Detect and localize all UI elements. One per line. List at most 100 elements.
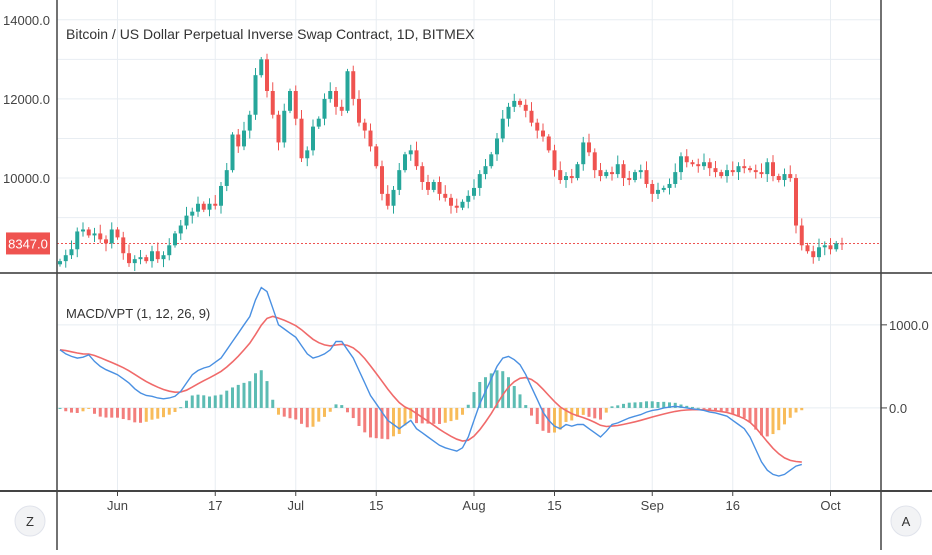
candle[interactable] — [132, 255, 137, 272]
candle[interactable] — [219, 182, 223, 214]
auto-scale-button[interactable]: A — [890, 505, 922, 537]
candle[interactable] — [495, 132, 499, 161]
candle[interactable] — [109, 222, 114, 249]
candle[interactable] — [385, 185, 390, 210]
candle[interactable] — [161, 251, 166, 268]
candle[interactable] — [667, 178, 672, 195]
candle[interactable] — [92, 227, 97, 242]
candle[interactable] — [529, 102, 534, 127]
candle[interactable] — [771, 155, 775, 182]
candle[interactable] — [184, 206, 189, 230]
candle[interactable] — [604, 169, 609, 179]
candle[interactable] — [357, 90, 361, 127]
candle[interactable] — [178, 219, 183, 240]
candle[interactable] — [523, 99, 528, 118]
candle[interactable] — [472, 179, 476, 200]
candle[interactable] — [86, 227, 91, 238]
candle[interactable] — [541, 123, 545, 142]
candle[interactable] — [696, 158, 701, 173]
candle[interactable] — [587, 133, 591, 157]
candle[interactable] — [449, 193, 453, 214]
candle[interactable] — [817, 238, 821, 261]
candle[interactable] — [822, 241, 827, 256]
candle[interactable] — [167, 238, 172, 261]
candle[interactable] — [207, 198, 212, 217]
candle[interactable] — [535, 118, 540, 139]
candle[interactable] — [454, 198, 459, 213]
candle[interactable] — [173, 231, 177, 248]
candle[interactable] — [828, 238, 833, 255]
candle[interactable] — [213, 195, 218, 210]
indicator-axis[interactable]: 1000.0 0.0 — [881, 318, 929, 416]
candle[interactable] — [397, 163, 402, 196]
candle[interactable] — [558, 161, 563, 184]
candle[interactable] — [403, 151, 407, 173]
candle[interactable] — [414, 141, 419, 170]
candle[interactable] — [713, 161, 718, 178]
candle[interactable] — [150, 245, 154, 268]
candle[interactable] — [500, 109, 505, 143]
candle[interactable] — [305, 146, 310, 167]
candle[interactable] — [374, 144, 379, 169]
candle[interactable] — [362, 118, 367, 139]
candle[interactable] — [322, 93, 327, 126]
candle[interactable] — [782, 168, 787, 187]
candle[interactable] — [127, 244, 131, 267]
candle[interactable] — [236, 128, 241, 153]
candle[interactable] — [569, 168, 574, 184]
candle[interactable] — [615, 155, 620, 178]
candle[interactable] — [736, 162, 741, 181]
candle[interactable] — [673, 163, 678, 188]
candle[interactable] — [650, 180, 655, 202]
candle[interactable] — [58, 258, 62, 267]
candle[interactable] — [115, 227, 120, 240]
candle[interactable] — [483, 159, 488, 180]
candle[interactable] — [98, 224, 103, 244]
candle[interactable] — [684, 149, 689, 168]
candle[interactable] — [311, 119, 315, 156]
candle[interactable] — [253, 68, 258, 120]
candle[interactable] — [380, 160, 384, 201]
candle[interactable] — [644, 161, 649, 188]
candle[interactable] — [242, 121, 246, 151]
candle[interactable] — [690, 159, 695, 167]
candle[interactable] — [420, 162, 425, 190]
candle[interactable] — [564, 172, 568, 188]
candle[interactable] — [460, 199, 465, 211]
candle[interactable] — [328, 82, 333, 103]
candle[interactable] — [190, 207, 195, 224]
candle[interactable] — [799, 218, 804, 251]
candle[interactable] — [276, 110, 281, 151]
candle[interactable] — [656, 182, 660, 200]
candle[interactable] — [247, 110, 252, 139]
candle[interactable] — [661, 185, 666, 193]
candle[interactable] — [299, 109, 304, 163]
candle[interactable] — [702, 153, 706, 170]
candle[interactable] — [811, 245, 816, 264]
candle[interactable] — [742, 159, 747, 174]
candle[interactable] — [506, 102, 511, 127]
candle[interactable] — [512, 93, 517, 112]
candle[interactable] — [753, 164, 758, 179]
candle[interactable] — [638, 164, 643, 179]
candle[interactable] — [627, 170, 632, 186]
candle[interactable] — [719, 169, 724, 179]
candle[interactable] — [725, 164, 729, 183]
candle[interactable] — [426, 174, 430, 196]
candle[interactable] — [730, 161, 735, 176]
candle[interactable] — [443, 185, 448, 202]
candle[interactable] — [477, 170, 482, 196]
candle[interactable] — [408, 144, 413, 161]
zoom-button[interactable]: Z — [14, 505, 46, 537]
candle[interactable] — [144, 254, 149, 264]
candle[interactable] — [224, 163, 229, 192]
candle[interactable] — [765, 158, 770, 182]
candle[interactable] — [368, 123, 373, 152]
candle[interactable] — [75, 227, 80, 258]
candle[interactable] — [840, 237, 844, 250]
candle[interactable] — [351, 65, 356, 106]
candle[interactable] — [598, 163, 603, 182]
candle[interactable] — [581, 136, 586, 171]
candle[interactable] — [81, 222, 85, 237]
